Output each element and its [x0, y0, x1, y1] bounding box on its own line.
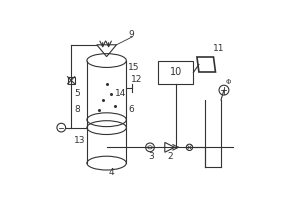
Text: 10: 10: [169, 67, 182, 77]
Text: 6: 6: [128, 105, 134, 114]
Text: 4: 4: [109, 168, 114, 177]
Text: 14: 14: [115, 89, 126, 98]
Text: 9: 9: [128, 30, 134, 39]
Text: Φ: Φ: [226, 79, 231, 85]
Text: 5: 5: [74, 89, 80, 98]
Bar: [158, 61, 194, 84]
Text: 11: 11: [213, 44, 225, 53]
Text: 13: 13: [74, 136, 85, 145]
Text: 12: 12: [131, 75, 142, 84]
Text: 8: 8: [74, 105, 80, 114]
Text: 2: 2: [168, 152, 173, 161]
Text: 15: 15: [128, 63, 140, 72]
Bar: [68, 77, 75, 84]
Text: 3: 3: [148, 152, 154, 161]
